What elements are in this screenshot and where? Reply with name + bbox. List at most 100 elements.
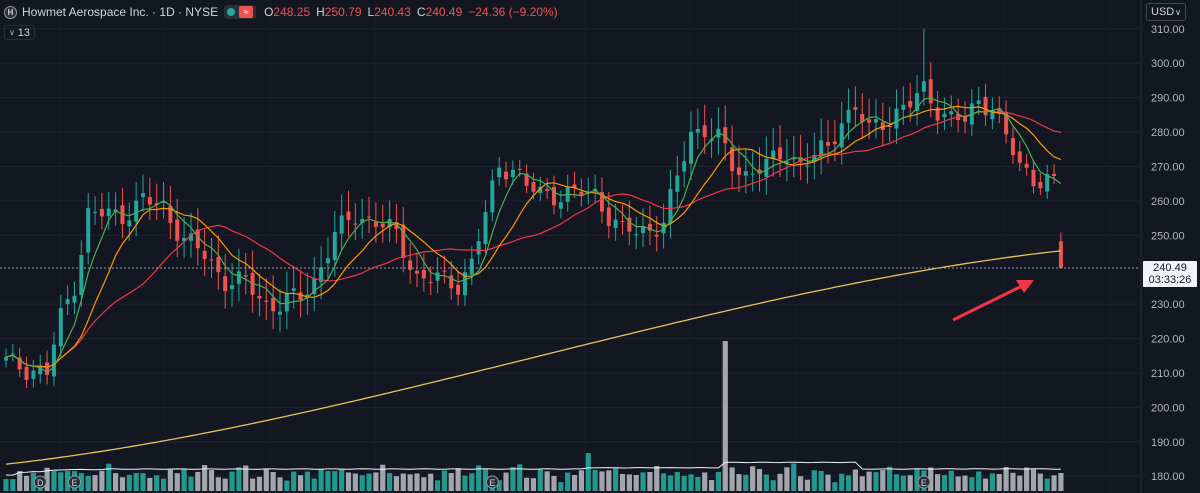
volume-bar [784,467,790,491]
earnings-marker-label: E [489,478,495,488]
volume-bar [839,473,845,491]
candle-body [449,275,454,289]
volume-bar [804,479,811,491]
volume-bar [537,469,543,491]
volume-bar [510,467,516,491]
candle-body [154,203,159,205]
candle-body [4,357,8,361]
candle-body [846,109,851,123]
volume-bar [880,470,886,491]
candle-body [997,108,1002,114]
ma-long-line [5,111,1062,369]
volume-bar [23,475,30,491]
candle-body [599,192,604,212]
candle-body [236,271,241,284]
volume-bar [428,473,434,491]
volume-bar [729,467,735,491]
volume-bar [873,472,879,491]
candle-body [38,366,43,375]
price-tick-label: 180.00 [1151,471,1185,483]
symbol-title[interactable]: Howmet Aerospace Inc. · 1D · NYSE [22,5,219,19]
chevron-down-icon: ∨ [8,28,15,37]
earnings-marker [485,475,499,489]
volume-bar [482,469,489,491]
candle-body [421,270,426,279]
ma-200-line [5,250,1061,465]
candle-body [791,158,796,160]
volume-bar [900,475,906,491]
candle-body [634,234,639,236]
candle-body [24,366,29,380]
candle-body [654,234,659,237]
candle-body [175,219,180,241]
volume-bars [3,341,1064,491]
volume-bar [619,473,626,491]
volume-bar [441,470,447,491]
wave-icon: ≈ [239,6,254,18]
candle-body [702,125,707,138]
indicators-toggle[interactable]: ∨ 13 [4,25,35,40]
price-tick-label: 280.00 [1151,127,1185,139]
volume-bar [681,475,687,491]
volume-bar [996,474,1002,491]
price-tick-label: 290.00 [1151,93,1185,105]
candle-body [935,107,940,121]
candle-body [490,180,495,213]
volume-bar [126,474,132,491]
earnings-marker [33,475,47,489]
volume-bar [818,471,824,491]
ohlc-low: L240.43 [367,5,411,19]
volume-bar [58,472,64,491]
candle-body [778,147,783,160]
candle-body [1045,174,1050,192]
candle-body [264,300,269,302]
volume-bar [928,467,934,491]
volume-bar [626,474,632,491]
price-tick-label: 220.00 [1151,334,1185,346]
volume-bar [914,469,920,491]
candle-body [572,184,577,188]
volume-bar [414,473,420,491]
ma-mid-line [5,105,1062,369]
volume-bar [51,471,57,491]
candle-body [832,141,837,145]
volume-bar [421,477,427,491]
candle-body [462,272,467,296]
candle-body [887,126,892,128]
candle-body [606,207,611,227]
candle-body [278,311,282,315]
candle-body [1052,173,1057,177]
volume-bar [613,467,619,491]
volume-bar [859,476,865,491]
candle-body [353,223,358,225]
volume-bar [106,463,112,491]
candle-body [627,217,632,232]
candle-body [990,110,995,120]
candle-body [182,237,187,242]
price-tick-label: 230.00 [1151,299,1185,311]
candle-body [901,104,906,110]
volume-bar [599,471,605,491]
volume-bar [667,475,674,491]
volume-bar [99,470,105,491]
candle-body [401,224,406,259]
candle-body [31,370,36,379]
candle-body [620,221,625,223]
candle-body [1024,163,1029,168]
candle-body [497,167,502,178]
volume-bar [715,471,721,491]
candle-body [58,308,63,347]
candle-body [812,154,817,162]
currency-select[interactable]: USD ∨ [1146,3,1186,21]
volume-bar [359,475,365,491]
volume-bar [571,475,578,491]
candle-body [873,119,878,123]
market-status-pills[interactable]: ≈ [224,5,257,19]
candle-body [161,201,166,203]
volume-bar [1044,478,1050,491]
volume-bar [565,472,571,491]
candle-body [545,188,550,191]
volume-bar [188,476,194,491]
